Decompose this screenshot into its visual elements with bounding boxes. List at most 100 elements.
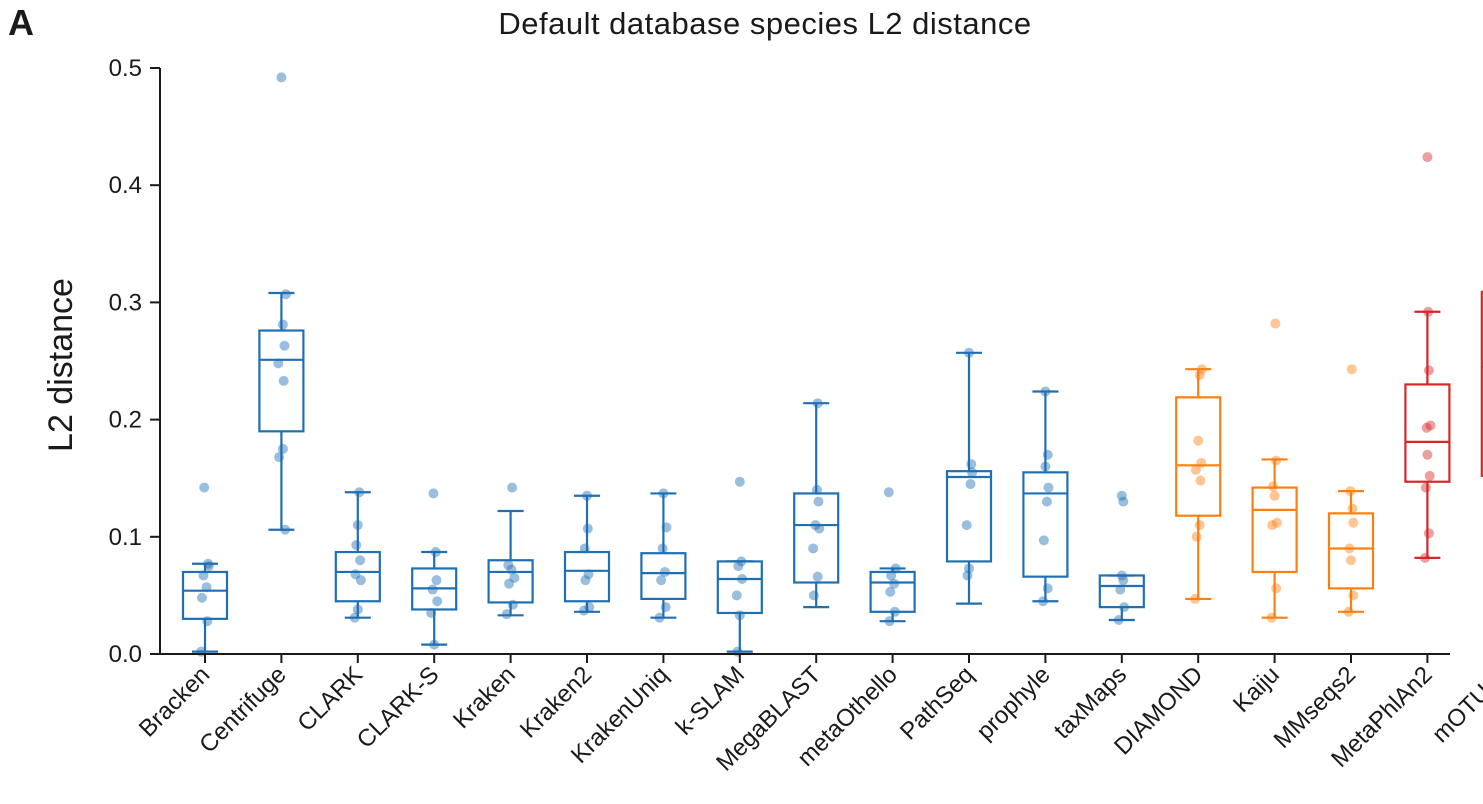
data-point — [659, 566, 670, 577]
data-point — [737, 573, 748, 584]
data-point — [1040, 386, 1051, 397]
y-tick-label: 0.5 — [109, 55, 142, 82]
data-point — [203, 558, 214, 569]
data-point — [579, 543, 590, 554]
data-point — [962, 570, 973, 581]
data-point — [1425, 420, 1436, 431]
data-point — [1116, 570, 1127, 581]
box-iqr — [640, 552, 687, 601]
data-point — [279, 340, 290, 351]
data-point — [965, 479, 976, 490]
data-point — [657, 543, 668, 554]
box-Bracken — [181, 562, 229, 653]
box-MetaPhlAn2 — [1404, 310, 1451, 559]
box-mOTUs2 — [1480, 290, 1483, 477]
box-PathSeq — [945, 351, 993, 605]
x-tick-label: CLARK — [292, 661, 368, 737]
y-tick-label: 0.2 — [109, 407, 142, 434]
x-tick-label: mOTUs2 — [1427, 661, 1483, 748]
data-point — [1269, 490, 1280, 501]
data-point — [812, 398, 823, 409]
data-point — [1041, 496, 1052, 507]
data-point — [583, 569, 594, 580]
data-point — [1271, 455, 1282, 466]
data-point — [274, 452, 285, 463]
data-point — [352, 520, 363, 531]
data-point — [808, 590, 819, 601]
box-taxMaps — [1098, 574, 1145, 622]
data-point — [277, 443, 288, 454]
data-point — [509, 572, 520, 583]
chart-title: Default database species L2 distance — [498, 6, 1032, 41]
box-iqr — [869, 570, 916, 613]
data-point — [656, 575, 667, 586]
data-point — [582, 523, 593, 534]
data-point — [280, 524, 291, 535]
data-point — [661, 522, 672, 533]
box-Kraken2 — [563, 494, 611, 613]
data-point — [810, 520, 821, 531]
data-point — [1038, 596, 1049, 607]
data-point — [1420, 482, 1431, 493]
points-layer — [196, 72, 1436, 657]
box-Kaiju — [1251, 458, 1298, 619]
data-point — [1422, 449, 1433, 460]
data-point — [276, 72, 287, 83]
boxes-layer — [181, 290, 1483, 653]
box-iqr — [1175, 396, 1222, 517]
data-point — [1348, 517, 1359, 528]
data-point — [885, 586, 896, 597]
box-CLARK-S — [411, 550, 458, 646]
box-prophyle — [1022, 390, 1069, 603]
data-point — [1118, 575, 1129, 586]
data-point — [964, 563, 974, 574]
data-point — [429, 639, 440, 650]
data-point — [504, 578, 515, 589]
data-point — [584, 602, 595, 613]
data-point — [1195, 475, 1206, 486]
data-point — [1421, 422, 1432, 433]
data-point — [351, 540, 362, 551]
data-point — [961, 520, 972, 531]
box-iqr — [1251, 486, 1298, 574]
data-point — [203, 561, 214, 572]
box-metaOthello — [869, 567, 916, 623]
data-point — [1346, 555, 1356, 566]
data-point — [1194, 370, 1205, 381]
data-point — [428, 488, 439, 499]
data-point — [890, 563, 901, 574]
box-iqr — [1404, 383, 1451, 483]
data-point — [432, 596, 443, 607]
data-point — [1116, 490, 1127, 501]
data-point — [658, 488, 669, 499]
data-point — [349, 612, 360, 623]
data-point — [1423, 528, 1434, 539]
box-DIAMOND — [1175, 368, 1222, 601]
box-iqr — [716, 560, 763, 615]
data-point — [884, 616, 895, 627]
data-point — [580, 575, 591, 586]
data-point — [1271, 583, 1282, 594]
x-tick-label: Kaiju — [1228, 661, 1285, 718]
data-point — [1043, 482, 1054, 493]
data-point — [507, 599, 518, 610]
data-point — [732, 646, 743, 657]
data-point — [350, 569, 361, 580]
box-MMseqs2 — [1327, 489, 1375, 613]
data-point — [1190, 464, 1201, 475]
data-point — [1422, 152, 1433, 163]
data-point — [1038, 535, 1049, 546]
data-point — [1347, 503, 1358, 514]
data-point — [660, 602, 671, 613]
box-KrakenUniq — [640, 492, 687, 619]
data-point — [1115, 584, 1126, 595]
data-point — [1345, 486, 1356, 497]
data-point — [967, 467, 978, 478]
data-point — [1194, 520, 1205, 531]
data-point — [1267, 520, 1278, 531]
data-point — [966, 459, 977, 470]
data-point — [199, 482, 210, 493]
data-point — [427, 584, 438, 595]
data-point — [1348, 590, 1359, 601]
